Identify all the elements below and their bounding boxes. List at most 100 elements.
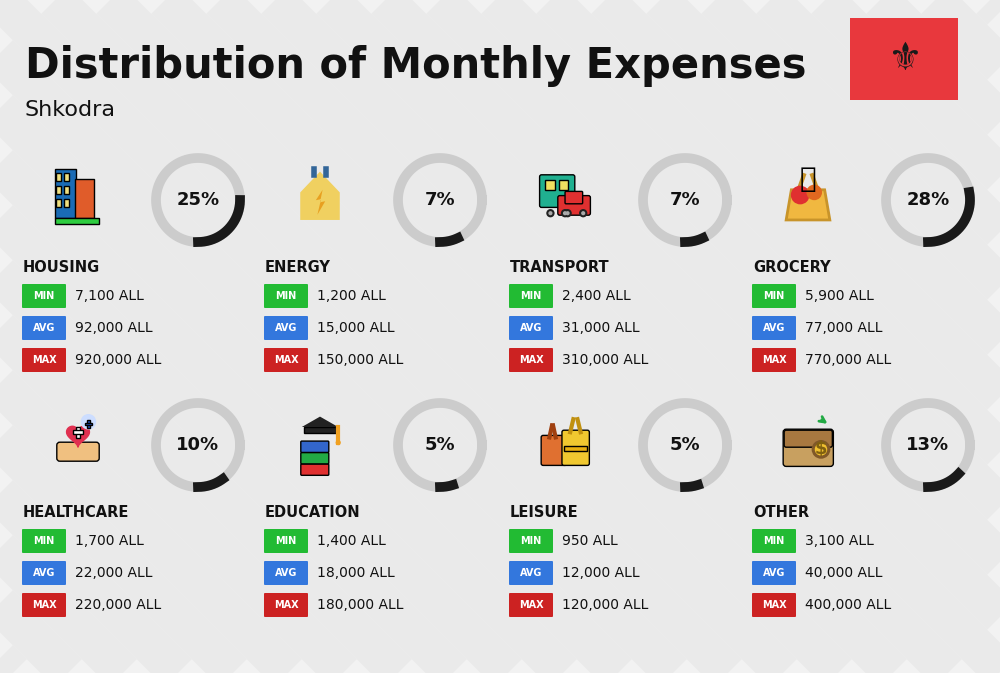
Text: AVG: AVG (520, 568, 542, 578)
FancyBboxPatch shape (301, 452, 329, 464)
FancyBboxPatch shape (57, 442, 99, 461)
FancyBboxPatch shape (509, 348, 553, 372)
Text: MAX: MAX (519, 355, 543, 365)
Text: MIN: MIN (33, 291, 55, 301)
Text: 28%: 28% (906, 191, 950, 209)
FancyBboxPatch shape (56, 199, 61, 207)
FancyBboxPatch shape (73, 429, 83, 434)
Polygon shape (302, 417, 338, 427)
Text: 5%: 5% (425, 436, 455, 454)
FancyBboxPatch shape (540, 175, 575, 207)
Text: 1,700 ALL: 1,700 ALL (75, 534, 144, 548)
FancyBboxPatch shape (56, 186, 61, 194)
FancyBboxPatch shape (752, 593, 796, 617)
Text: MIN: MIN (763, 291, 785, 301)
Text: MAX: MAX (762, 355, 786, 365)
Text: 5%: 5% (670, 436, 700, 454)
FancyBboxPatch shape (301, 441, 329, 452)
FancyBboxPatch shape (752, 316, 796, 340)
FancyBboxPatch shape (87, 420, 90, 427)
FancyBboxPatch shape (64, 173, 69, 181)
Text: 40,000 ALL: 40,000 ALL (805, 566, 883, 580)
FancyBboxPatch shape (55, 169, 76, 219)
FancyBboxPatch shape (22, 561, 66, 585)
Text: LEISURE: LEISURE (510, 505, 579, 520)
Text: 🥬: 🥬 (800, 166, 816, 193)
Text: AVG: AVG (763, 568, 785, 578)
Text: HEALTHCARE: HEALTHCARE (23, 505, 129, 520)
Text: 400,000 ALL: 400,000 ALL (805, 598, 891, 612)
FancyBboxPatch shape (850, 18, 958, 100)
Text: 7%: 7% (670, 191, 700, 209)
FancyBboxPatch shape (752, 348, 796, 372)
FancyBboxPatch shape (784, 430, 832, 447)
Text: 2,400 ALL: 2,400 ALL (562, 289, 631, 303)
Circle shape (336, 440, 341, 446)
Text: HOUSING: HOUSING (23, 260, 100, 275)
FancyBboxPatch shape (264, 348, 308, 372)
FancyBboxPatch shape (562, 430, 589, 466)
Text: 12,000 ALL: 12,000 ALL (562, 566, 640, 580)
Text: 92,000 ALL: 92,000 ALL (75, 321, 153, 335)
Circle shape (812, 440, 830, 459)
Circle shape (791, 186, 810, 205)
FancyBboxPatch shape (22, 284, 66, 308)
Text: MIN: MIN (33, 536, 55, 546)
Text: 13%: 13% (906, 436, 950, 454)
FancyBboxPatch shape (509, 529, 553, 553)
FancyBboxPatch shape (22, 593, 66, 617)
Text: AVG: AVG (33, 568, 55, 578)
Text: 150,000 ALL: 150,000 ALL (317, 353, 403, 367)
Text: 310,000 ALL: 310,000 ALL (562, 353, 648, 367)
Text: 120,000 ALL: 120,000 ALL (562, 598, 648, 612)
Text: MIN: MIN (275, 291, 297, 301)
Text: 18,000 ALL: 18,000 ALL (317, 566, 395, 580)
Text: MIN: MIN (520, 536, 542, 546)
Text: Distribution of Monthly Expenses: Distribution of Monthly Expenses (25, 45, 806, 87)
FancyBboxPatch shape (264, 529, 308, 553)
Polygon shape (786, 190, 830, 220)
Text: 950 ALL: 950 ALL (562, 534, 618, 548)
FancyBboxPatch shape (509, 316, 553, 340)
Polygon shape (300, 172, 340, 220)
Text: AVG: AVG (275, 568, 297, 578)
FancyBboxPatch shape (304, 427, 336, 433)
FancyBboxPatch shape (56, 173, 61, 181)
FancyBboxPatch shape (64, 186, 69, 194)
Circle shape (561, 209, 569, 217)
FancyBboxPatch shape (558, 196, 590, 215)
FancyBboxPatch shape (22, 316, 66, 340)
Text: 15,000 ALL: 15,000 ALL (317, 321, 395, 335)
Text: AVG: AVG (520, 323, 542, 333)
FancyBboxPatch shape (264, 593, 308, 617)
FancyBboxPatch shape (752, 561, 796, 585)
FancyBboxPatch shape (22, 348, 66, 372)
Text: EDUCATION: EDUCATION (265, 505, 361, 520)
Circle shape (579, 209, 587, 217)
Text: MAX: MAX (274, 355, 298, 365)
Text: Shkodra: Shkodra (25, 100, 116, 120)
Polygon shape (316, 190, 325, 215)
FancyBboxPatch shape (264, 284, 308, 308)
Text: 1,200 ALL: 1,200 ALL (317, 289, 386, 303)
Text: OTHER: OTHER (753, 505, 809, 520)
FancyBboxPatch shape (264, 316, 308, 340)
FancyBboxPatch shape (559, 180, 568, 190)
Circle shape (563, 209, 572, 217)
Circle shape (81, 414, 96, 429)
Text: 5,900 ALL: 5,900 ALL (805, 289, 874, 303)
Text: MIN: MIN (520, 291, 542, 301)
Text: TRANSPORT: TRANSPORT (510, 260, 610, 275)
Text: 25%: 25% (176, 191, 220, 209)
Text: 7,100 ALL: 7,100 ALL (75, 289, 144, 303)
FancyBboxPatch shape (22, 529, 66, 553)
Circle shape (815, 443, 827, 456)
Circle shape (548, 211, 553, 215)
FancyBboxPatch shape (264, 561, 308, 585)
Text: 220,000 ALL: 220,000 ALL (75, 598, 161, 612)
Text: 22,000 ALL: 22,000 ALL (75, 566, 152, 580)
FancyBboxPatch shape (545, 180, 555, 190)
FancyBboxPatch shape (64, 199, 69, 207)
Text: 770,000 ALL: 770,000 ALL (805, 353, 891, 367)
Circle shape (566, 211, 570, 215)
